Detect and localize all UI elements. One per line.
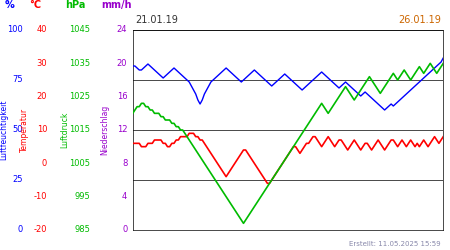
Text: 20: 20 (117, 59, 127, 68)
Text: Niederschlag: Niederschlag (100, 105, 109, 155)
Text: 0: 0 (122, 226, 127, 234)
Text: 100: 100 (7, 26, 22, 35)
Text: 0: 0 (17, 226, 22, 234)
Text: hPa: hPa (65, 0, 86, 10)
Text: Erstellt: 11.05.2025 15:59: Erstellt: 11.05.2025 15:59 (349, 242, 441, 248)
Text: 26.01.19: 26.01.19 (398, 15, 441, 25)
Text: Temperatur: Temperatur (20, 108, 29, 152)
Text: 24: 24 (117, 26, 127, 35)
Text: 1005: 1005 (69, 159, 90, 168)
Text: %: % (4, 0, 14, 10)
Text: 1035: 1035 (69, 59, 90, 68)
Text: 30: 30 (36, 59, 47, 68)
Text: 40: 40 (37, 26, 47, 35)
Text: Luftdruck: Luftdruck (61, 112, 70, 148)
Text: 25: 25 (12, 176, 22, 184)
Text: 8: 8 (122, 159, 127, 168)
Text: 16: 16 (117, 92, 127, 101)
Text: 1015: 1015 (69, 126, 90, 134)
Text: 12: 12 (117, 126, 127, 134)
Text: 985: 985 (74, 226, 90, 234)
Text: 21.01.19: 21.01.19 (135, 15, 178, 25)
Text: 10: 10 (37, 126, 47, 134)
Text: 75: 75 (12, 76, 22, 84)
Text: mm/h: mm/h (101, 0, 132, 10)
Text: 0: 0 (42, 159, 47, 168)
Text: Luftfeuchtigkeit: Luftfeuchtigkeit (0, 100, 8, 160)
Text: 1045: 1045 (69, 26, 90, 35)
Text: 20: 20 (37, 92, 47, 101)
Text: 4: 4 (122, 192, 127, 201)
Text: 1025: 1025 (69, 92, 90, 101)
Text: -20: -20 (34, 226, 47, 234)
Text: 995: 995 (74, 192, 90, 201)
Text: -10: -10 (34, 192, 47, 201)
Text: °C: °C (29, 0, 41, 10)
Text: 50: 50 (12, 126, 22, 134)
